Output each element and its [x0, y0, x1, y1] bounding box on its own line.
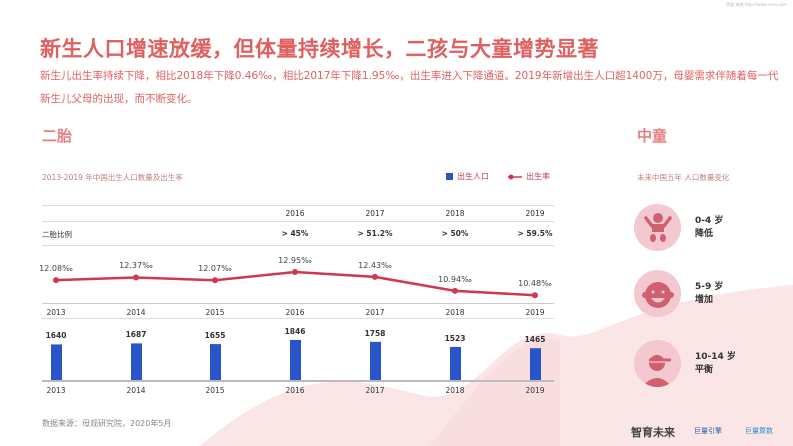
birth-rate-point — [53, 277, 59, 284]
table-cell-ratio: > 45% — [281, 229, 309, 238]
subtitle-line-1: 新生儿出生率持续下降，相比2018年下降0.46‰，相比2017年下降1.95‰… — [40, 70, 779, 82]
x-tick-label: 2013 — [46, 308, 66, 317]
table-year-header: 2018 — [445, 209, 465, 218]
birth-population-label: 1465 — [524, 335, 546, 345]
legend-line-label: 出生率 — [526, 172, 550, 181]
birth-rate-label: 12.43‰ — [358, 260, 392, 270]
x-tick-label: 2019 — [525, 308, 545, 317]
birth-population-label: 1846 — [284, 326, 306, 336]
birth-population-bar — [210, 344, 221, 380]
table-cell-ratio: > 50% — [441, 229, 469, 238]
divider — [42, 245, 554, 246]
birth-rate-point — [133, 274, 139, 281]
chart-title: 2013-2019 年中国出生人口数量及出生率 — [42, 173, 183, 182]
table-year-header: 2016 — [285, 209, 305, 218]
logo-index: 巨量算数 — [745, 427, 773, 435]
table-cell-ratio: > 51.2% — [357, 229, 393, 238]
age-item-0-4: 0-4 岁降低 — [634, 204, 723, 251]
birth-population-label: 1758 — [364, 328, 386, 338]
subtitle-line-2: 新生儿父母的出现，而不断变化。 — [40, 93, 198, 105]
baby-icon — [634, 204, 681, 251]
birth-population-label: 1687 — [125, 330, 147, 340]
table-year-header: 2017 — [365, 209, 385, 218]
birth-population-bar — [290, 339, 301, 380]
table-row-label: 二胎比例 — [42, 230, 72, 239]
birth-population-bar — [131, 343, 142, 380]
x-tick-label: 2018 — [445, 386, 465, 395]
page-title: 新生人口增速放缓，但体量持续增长，二孩与大童增势显著 — [40, 37, 599, 61]
child-face-icon — [634, 270, 681, 317]
birth-population-bar — [51, 344, 62, 380]
age-label: 10-14 岁 — [695, 351, 736, 362]
birth-rate-point — [212, 277, 218, 284]
birth-population-bar — [450, 346, 461, 380]
age-item-5-9: 5-9 岁增加 — [634, 270, 723, 317]
divider — [42, 303, 554, 304]
bar-baseline — [42, 380, 554, 382]
watermark: 明鉴 来源:http://www.xxxx.com — [726, 2, 787, 7]
divider — [42, 221, 554, 222]
birth-rate-label: 12.08‰ — [39, 264, 73, 274]
x-tick-label: 2016 — [285, 386, 305, 395]
data-source: 数据来源：母观研究院，2020年5月 — [42, 419, 172, 428]
birth-rate-label: 12.37‰ — [119, 261, 153, 271]
x-tick-label: 2017 — [365, 308, 385, 317]
birth-population-label: 1523 — [444, 333, 466, 343]
birth-rate-point — [292, 269, 298, 275]
age-label: 0-4 岁 — [695, 215, 724, 226]
legend-bar-label: 出生人口 — [457, 172, 489, 181]
x-tick-label: 2014 — [126, 386, 146, 395]
birth-rate-label: 12.07‰ — [198, 264, 232, 274]
table-year-header: 2019 — [525, 209, 545, 218]
x-tick-label: 2018 — [445, 308, 465, 317]
x-tick-label: 2014 — [126, 308, 146, 317]
x-tick-label: 2013 — [46, 386, 66, 395]
legend-line-swatch — [508, 174, 522, 179]
birth-population-label: 1640 — [45, 331, 67, 341]
change-label: 增加 — [695, 294, 714, 305]
change-label: 平衡 — [695, 364, 714, 375]
birth-population-label: 1655 — [204, 331, 226, 341]
brand-name: 智育未来 — [631, 426, 675, 439]
birth-population-bar — [370, 341, 381, 380]
x-tick-label: 2015 — [205, 308, 225, 317]
x-tick-label: 2016 — [285, 308, 305, 317]
legend-bar-swatch — [446, 173, 453, 180]
age-item-10-14: 10-14 岁平衡 — [634, 340, 736, 387]
legend-line: 出生率 — [508, 171, 550, 182]
divider — [42, 318, 554, 319]
legend-bar: 出生人口 — [446, 171, 489, 182]
section-mid-child: 中童 — [637, 127, 668, 145]
birth-rate-label: 12.95‰ — [278, 256, 312, 265]
birth-rate-point — [532, 292, 538, 299]
x-tick-label: 2017 — [365, 386, 385, 395]
birth-rate-point — [452, 287, 458, 294]
chart — [51, 269, 541, 380]
right-subtitle: 未来中国五年 人口数量变化 — [637, 173, 730, 182]
birth-rate-label: 10.94‰ — [438, 274, 472, 284]
logo-engine: 巨量引擎 — [694, 427, 722, 435]
change-label: 降低 — [695, 228, 714, 239]
boy-cap-icon — [634, 340, 681, 387]
section-second-child: 二胎 — [42, 127, 73, 145]
birth-rate-label: 10.48‰ — [518, 279, 552, 289]
birth-population-bar — [530, 348, 541, 380]
birth-rate-point — [372, 273, 378, 280]
x-tick-label: 2019 — [525, 386, 545, 395]
divider — [42, 205, 554, 206]
x-tick-label: 2015 — [205, 386, 225, 395]
age-label: 5-9 岁 — [695, 281, 724, 292]
table-cell-ratio: > 59.5% — [517, 229, 553, 238]
